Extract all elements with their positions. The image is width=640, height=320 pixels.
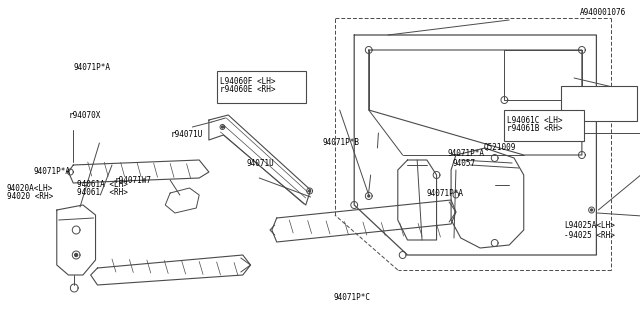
Text: 94071P*A: 94071P*A <box>448 149 484 158</box>
Text: 94061A <LH>: 94061A <LH> <box>77 180 128 188</box>
FancyBboxPatch shape <box>504 110 584 141</box>
Polygon shape <box>591 209 593 211</box>
FancyBboxPatch shape <box>561 86 637 121</box>
Text: r94060E <RH>: r94060E <RH> <box>220 85 276 94</box>
Text: r94070X: r94070X <box>68 111 100 120</box>
Text: A940001076: A940001076 <box>580 8 627 17</box>
Text: Q521009: Q521009 <box>484 143 516 152</box>
Text: 94071U: 94071U <box>246 159 274 168</box>
Text: L94061C <LH>: L94061C <LH> <box>507 116 562 124</box>
Text: 94071P*C: 94071P*C <box>333 293 370 302</box>
Text: -94025 <RH>: -94025 <RH> <box>564 231 615 240</box>
Text: L94025A<LH>: L94025A<LH> <box>564 221 615 230</box>
Text: 94071P*A: 94071P*A <box>74 63 111 72</box>
Text: 94071P*A: 94071P*A <box>426 189 463 198</box>
Text: 94061  <RH>: 94061 <RH> <box>77 188 128 197</box>
Text: 94020 <RH>: 94020 <RH> <box>6 192 53 201</box>
Polygon shape <box>368 195 370 197</box>
Text: r94061B <RH>: r94061B <RH> <box>507 124 562 132</box>
Text: r94071U: r94071U <box>171 130 203 139</box>
Text: r94071W7: r94071W7 <box>114 176 151 185</box>
Polygon shape <box>308 190 310 192</box>
FancyBboxPatch shape <box>217 71 307 103</box>
Polygon shape <box>75 253 77 257</box>
Polygon shape <box>221 126 223 128</box>
Text: 94071P*B: 94071P*B <box>323 138 360 147</box>
Text: 94020A<LH>: 94020A<LH> <box>6 184 53 193</box>
Text: L94060F <LH>: L94060F <LH> <box>220 77 276 86</box>
Text: 94071P*A: 94071P*A <box>34 167 70 176</box>
Text: 94057: 94057 <box>452 159 476 168</box>
